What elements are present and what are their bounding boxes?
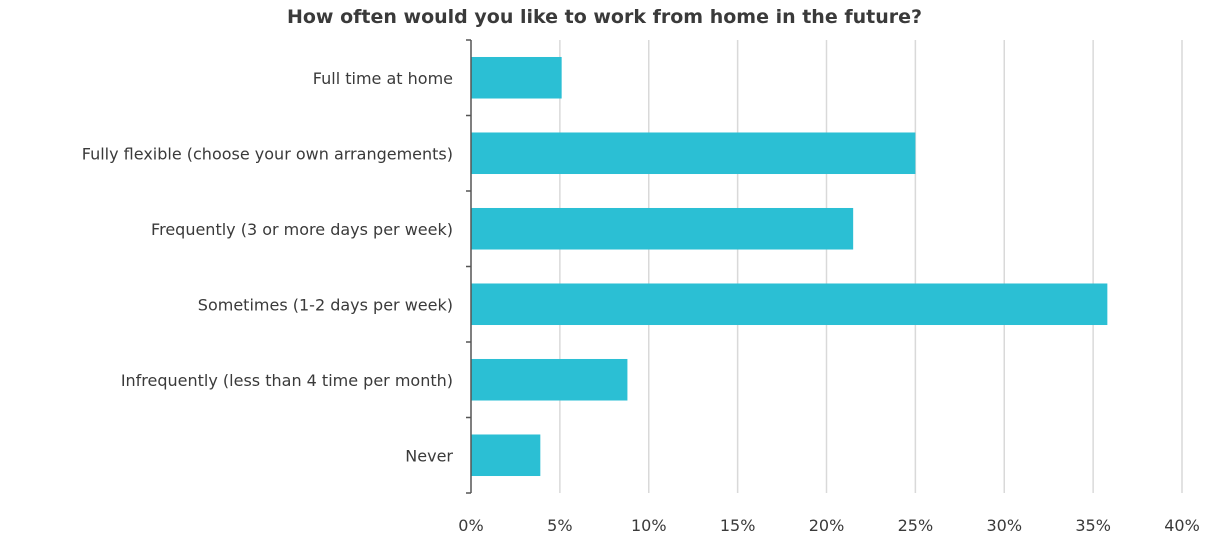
category-label: Fully flexible (choose your own arrangem… xyxy=(82,144,453,163)
x-tick-labels: 0% 5% 10% 15% 20% 25% 30% 35% 40% xyxy=(458,516,1199,535)
y-axis xyxy=(466,39,472,494)
category-label: Infrequently (less than 4 time per month… xyxy=(121,371,453,390)
gridlines xyxy=(559,40,1183,493)
category-label: Frequently (3 or more days per week) xyxy=(151,220,453,239)
x-tick-label: 40% xyxy=(1164,516,1200,535)
category-label: Full time at home xyxy=(313,69,453,88)
x-tick-label: 30% xyxy=(986,516,1022,535)
category-labels: Full time at home Fully flexible (choose … xyxy=(82,69,454,466)
bar xyxy=(471,283,1108,326)
x-tick-label: 5% xyxy=(547,516,572,535)
chart-title: How often would you like to work from ho… xyxy=(286,6,923,28)
category-label: Sometimes (1-2 days per week) xyxy=(198,295,453,314)
bar xyxy=(471,434,541,477)
bar xyxy=(471,132,916,175)
x-tick-label: 25% xyxy=(898,516,934,535)
x-tick-label: 15% xyxy=(720,516,756,535)
x-tick-label: 10% xyxy=(631,516,667,535)
x-tick-label: 35% xyxy=(1075,516,1111,535)
bar xyxy=(471,56,562,99)
bars xyxy=(471,56,1108,477)
bar xyxy=(471,207,854,250)
bar xyxy=(471,358,628,401)
x-tick-label: 20% xyxy=(809,516,845,535)
x-tick-label: 0% xyxy=(458,516,483,535)
category-label: Never xyxy=(405,446,453,465)
